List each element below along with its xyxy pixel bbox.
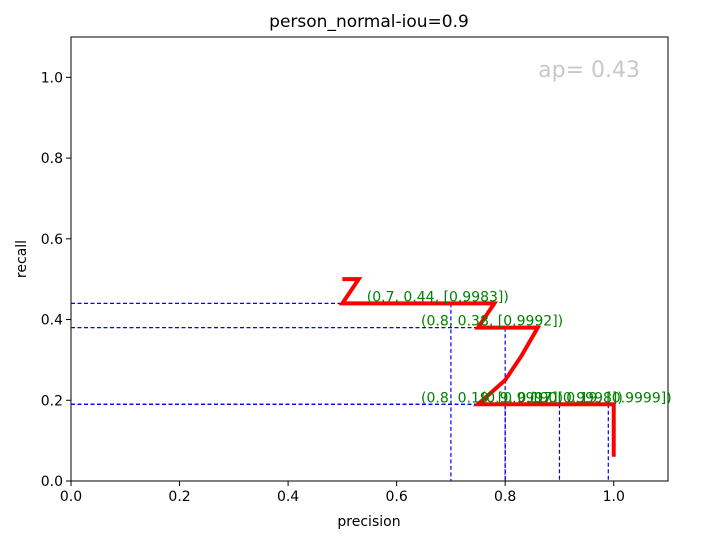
x-tick-label: 0.4 bbox=[277, 489, 299, 505]
plot-area bbox=[70, 36, 669, 482]
point-annotation-0: (0.7, 0.44, [0.9983]) bbox=[367, 289, 509, 305]
y-tick-label: 0.8 bbox=[41, 151, 63, 167]
y-tick-label: 1.0 bbox=[41, 70, 63, 86]
point-annotation-4: (1.0, 0.19, [0.9999]) bbox=[530, 390, 672, 406]
y-tick-label: 0.0 bbox=[41, 474, 63, 490]
x-axis-title: precision bbox=[337, 514, 400, 530]
x-tick-label: 0.0 bbox=[60, 489, 82, 505]
y-tick-label: 0.2 bbox=[41, 393, 63, 409]
y-axis: 0.0 0.2 0.4 0.6 0.8 1.0 bbox=[41, 70, 71, 490]
x-tick-label: 0.2 bbox=[168, 489, 190, 505]
y-tick-label: 0.4 bbox=[41, 313, 63, 329]
point-annotation-3: (0.9, 0.19, [0.9998]) bbox=[481, 390, 623, 406]
x-tick-label: 0.8 bbox=[494, 489, 516, 505]
x-tick-label: 1.0 bbox=[603, 489, 625, 505]
y-axis-title: recall bbox=[14, 240, 30, 278]
y-tick-label: 0.6 bbox=[41, 232, 63, 248]
ap-label: ap= 0.43 bbox=[538, 58, 640, 83]
plot-frame bbox=[70, 36, 669, 482]
x-axis: 0.0 0.2 0.4 0.6 0.8 1.0 bbox=[60, 481, 625, 505]
point-annotation-1: (0.8, 0.38, [0.9992]) bbox=[421, 314, 563, 330]
point-annotation-2: (0.8, 0.19, [0.9997]) bbox=[421, 390, 563, 406]
chart-title: person_normal-iou=0.9 bbox=[269, 12, 469, 32]
annotations-layer: (0.7, 0.44, [0.9983]) (0.8, 0.38, [0.9992… bbox=[367, 289, 672, 406]
curve-layer bbox=[338, 277, 616, 457]
guides-layer bbox=[71, 302, 609, 481]
x-tick-label: 0.6 bbox=[386, 489, 408, 505]
pr-curve-line bbox=[338, 277, 616, 457]
